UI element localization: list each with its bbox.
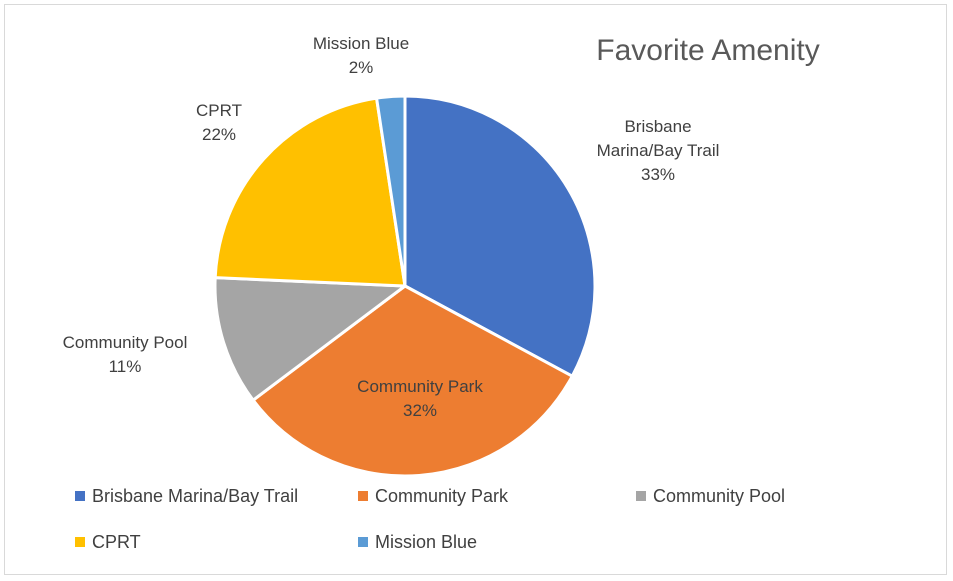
data-label-community-pool: Community Pool 11%: [63, 333, 188, 376]
slice-labels: Brisbane Marina/Bay Trail 33% Community Par…: [63, 34, 720, 420]
pie-slice-community-pool: [213, 276, 407, 402]
pie-slice-cprt: [213, 96, 407, 288]
legend-swatch: [358, 537, 368, 547]
data-label-mission-blue: Mission Blue 2%: [313, 34, 409, 77]
legend-swatch: [75, 537, 85, 547]
legend-item-brisbane-marina-bay-trail: Brisbane Marina/Bay Trail: [75, 486, 298, 506]
legend-label: CPRT: [92, 532, 141, 552]
data-label-brisbane-marina-bay-trail: Brisbane Marina/Bay Trail 33%: [597, 117, 720, 184]
data-label-community-park: Community Park 32%: [357, 377, 483, 420]
legend-swatch: [75, 491, 85, 501]
pie-slice-mission-blue: [375, 94, 407, 288]
pie-slice-brisbane-marina-bay-trail: [403, 94, 597, 378]
legend-label: Mission Blue: [375, 532, 477, 552]
pie-slices: [213, 94, 597, 478]
legend-swatch: [358, 491, 368, 501]
legend-swatch: [636, 491, 646, 501]
legend-label: Community Park: [375, 486, 509, 506]
legend-item-community-park: Community Park: [358, 486, 509, 506]
legend: Brisbane Marina/Bay Trail Community Park C…: [75, 486, 785, 552]
chart-title: Favorite Amenity: [596, 34, 819, 67]
pie-slice-community-park: [251, 284, 574, 478]
legend-label: Community Pool: [653, 486, 785, 506]
legend-item-community-pool: Community Pool: [636, 486, 785, 506]
legend-label: Brisbane Marina/Bay Trail: [92, 486, 298, 506]
legend-item-mission-blue: Mission Blue: [358, 532, 477, 552]
data-label-cprt: CPRT 22%: [196, 101, 242, 144]
legend-item-cprt: CPRT: [75, 532, 141, 552]
